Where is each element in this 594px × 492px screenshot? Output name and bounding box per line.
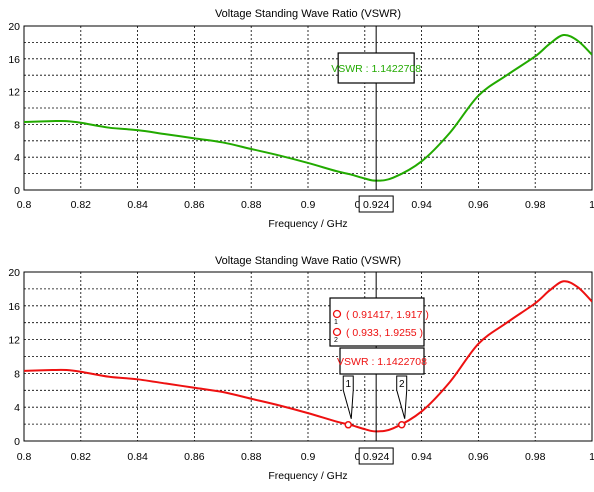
x-tick-label: 0.94 — [411, 199, 432, 211]
vswr-annotation: VSWR : 1.1422708 — [337, 347, 427, 375]
x-tick-label: 0.82 — [71, 451, 92, 463]
marker-point — [397, 420, 406, 429]
marker-info-text: ( 0.933, 1.9255 ) — [346, 327, 423, 339]
marker-callout — [342, 375, 354, 419]
vswr-chart-1: Voltage Standing Wave Ratio (VSWR) 0 4 8 12 1… — [8, 8, 594, 230]
vswr-chart-2: Voltage Standing Wave Ratio (VSWR)048121… — [8, 255, 594, 482]
x-tick-label: 0.96 — [468, 199, 489, 211]
grid — [24, 26, 592, 190]
x-tick-label: 0.86 — [184, 451, 205, 463]
y-tick-label: 4 — [14, 402, 20, 414]
x-tick-label: 0.8 — [17, 451, 32, 463]
y-tick-label: 12 — [8, 87, 20, 99]
cursor-x-label-text: 0.924 — [363, 451, 389, 463]
cursor-x-label-box — [358, 195, 394, 213]
x-tick-label: 1 — [589, 451, 594, 463]
x-tick-label: 0.9 — [301, 199, 316, 211]
marker-info-box — [329, 297, 425, 347]
x-tick-label: 0.84 — [127, 199, 148, 211]
x-tick-label: 0.9 — [301, 451, 316, 463]
x-tick-label: 1 — [589, 199, 594, 211]
x-tick-label: 0.94 — [411, 451, 432, 463]
cursor-x-label-box — [358, 447, 394, 465]
x-axis-label: Frequency / GHz — [268, 218, 347, 230]
vswr-annotation-box — [337, 52, 415, 84]
x-tick-label: 0.88 — [241, 451, 262, 463]
marker-1: 1 — [342, 375, 354, 429]
x-tick-label: 0.96 — [468, 451, 489, 463]
y-tick-label: 8 — [14, 368, 20, 380]
marker-info-icon — [332, 327, 342, 337]
marker-info-id: 2 — [334, 337, 338, 344]
marker-info-text: ( 0.91417, 1.917 ) — [346, 309, 429, 321]
marker-info: 1 ( 0.91417, 1.917 ) 2 ( 0.933, 1.9255 ) — [329, 297, 429, 347]
y-tick-label: 16 — [8, 54, 20, 66]
x-tick-label: 0.82 — [71, 199, 92, 211]
y-tick-label: 12 — [8, 335, 20, 347]
marker-info-row-1: 1 ( 0.91417, 1.917 ) — [332, 309, 429, 326]
x-tick-label: 0.88 — [241, 199, 262, 211]
marker-info-id: 1 — [334, 319, 338, 326]
y-tick-label: 4 — [14, 152, 20, 164]
y-tick-label: 0 — [14, 185, 20, 197]
marker-callout — [396, 375, 408, 419]
x-tick-label: 0.86 — [184, 199, 205, 211]
marker-point — [344, 421, 352, 429]
marker-info-icon — [332, 309, 342, 319]
vswr-annotation-text: VSWR : 1.1422708 — [331, 63, 421, 75]
cursor-x-label-text: 0.924 — [363, 199, 389, 211]
series-line-1 — [24, 33, 592, 182]
y-tick-label: 20 — [8, 21, 20, 33]
series-line-1 — [24, 280, 592, 433]
y-tick-label: 0 — [14, 436, 20, 448]
marker-2: 2 — [396, 375, 408, 429]
chart-title: Voltage Standing Wave Ratio (VSWR) — [215, 255, 401, 267]
x-tick-label: 0.84 — [127, 451, 148, 463]
marker-callout-id: 2 — [399, 379, 405, 390]
marker-callout-id: 1 — [345, 379, 351, 390]
cursor-x-label: 0.924 — [358, 195, 394, 213]
x-tick-label: 0.98 — [525, 199, 546, 211]
vswr-annotation-text: VSWR : 1.1422708 — [337, 356, 427, 368]
x-axis-label: Frequency / GHz — [268, 470, 347, 482]
y-tick-label: 20 — [8, 267, 20, 279]
marker-info-row-2: 2 ( 0.933, 1.9255 ) — [332, 327, 423, 344]
cursor-x-label: 0.924 — [358, 447, 394, 465]
chart-title: Voltage Standing Wave Ratio (VSWR) — [215, 8, 401, 20]
x-tick-label: 0.8 — [17, 199, 32, 211]
vswr-annotation: VSWR : 1.1422708 — [331, 52, 421, 84]
y-tick-label: 16 — [8, 301, 20, 313]
vswr-annotation-box — [339, 347, 425, 375]
x-tick-label: 0.98 — [525, 451, 546, 463]
y-tick-label: 8 — [14, 119, 20, 131]
